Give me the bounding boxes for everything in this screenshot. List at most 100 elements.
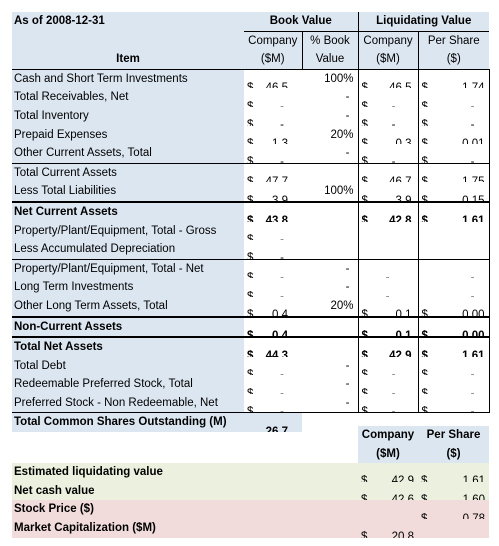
pct-book-value: -	[345, 378, 350, 391]
header-row-1: As of 2008-12-31 Book Value Liquidating …	[12, 12, 490, 32]
lv-per-share-value: 0.01	[462, 137, 485, 145]
row-item-label: Total Common Shares Outstanding (M)	[12, 412, 244, 433]
lv-company-value: 42.9	[389, 350, 412, 357]
bv-value: 3.9	[272, 194, 288, 202]
header-row-3: Item ($M) Value ($M) ($)	[12, 50, 490, 70]
pct-book-value	[302, 200, 358, 222]
net-cash-value-row: Net cash value $42.6 $1.60	[12, 481, 489, 501]
book-value-header: Book Value	[244, 12, 358, 32]
lv-unit-header: ($M)	[357, 50, 418, 70]
summary-usd-header: ($)	[418, 444, 489, 464]
pct-book-value	[302, 315, 358, 338]
market-cap-row: Market Capitalization ($M) $20.8	[12, 518, 489, 538]
pct-book-value	[302, 222, 358, 241]
lv-per-share-value: -	[470, 119, 475, 126]
table-row: Less Total Liabilities $3.9 100% $3.9 $0.15	[12, 182, 490, 202]
lv-company-value: 46.5	[389, 82, 412, 89]
lv-per-share-value: 1.61	[462, 215, 485, 222]
pct-book-value	[302, 162, 358, 183]
lv-company-header: Company	[357, 30, 418, 51]
bv-value: -	[280, 252, 284, 260]
lv-per-share-value: 1.74	[462, 82, 485, 89]
lv-per-share-value: -	[470, 100, 475, 107]
bv-value: 44.3	[265, 350, 288, 357]
bv-value: 26.7	[265, 425, 288, 433]
bv-pct-header: % Book	[301, 30, 358, 51]
table-row: Total Common Shares Outstanding (M) 26.7	[12, 412, 489, 433]
row-item-label: Total Debt	[12, 356, 244, 376]
stock-price-row: Stock Price ($) $0.78	[12, 500, 489, 519]
table-row: Other Current Assets, Total $ - - $ - $ -	[12, 144, 490, 164]
pct-book-value	[302, 336, 358, 357]
row-item-label: Total Net Assets	[12, 336, 244, 357]
lv-company-value: 0.1	[395, 309, 412, 317]
lv-company-value: -	[385, 272, 390, 279]
lv-company-value: -	[391, 100, 396, 107]
lv-per-share-value: 1.61	[462, 350, 485, 357]
row-item-label: Total Current Assets	[12, 162, 244, 183]
bv-value: 1.3	[272, 137, 288, 145]
valuation-table: As of 2008-12-31 Book Value Liquidating …	[12, 12, 490, 433]
row-item-label: Net Current Assets	[12, 200, 244, 222]
lv-per-share-value: -	[470, 272, 475, 279]
bv-value: 0.4	[272, 309, 288, 317]
bv-value: -	[280, 406, 284, 413]
lv-company-value: -	[391, 387, 396, 394]
pct-book-value: 20%	[330, 128, 354, 141]
as-of-date: As of 2008-12-31	[12, 12, 244, 32]
lv-company-value: 0.3	[395, 137, 412, 145]
lv-company-value: 0.1	[395, 329, 412, 338]
row-item-label: Cash and Short Term Investments	[12, 68, 244, 89]
stock-price-label: Stock Price ($)	[14, 503, 94, 516]
lv-company-value: -	[391, 119, 396, 126]
bv-value: 43.8	[265, 215, 288, 222]
table-row: Total Receivables, Net $ - - $ - $ -	[12, 88, 490, 107]
pct-book-value	[302, 240, 358, 259]
table-body: Cash and Short Term Investments $46.5 100%…	[12, 68, 490, 433]
est-liq-per-share: 1.61	[462, 475, 485, 482]
row-item-label: Prepaid Expenses	[12, 125, 244, 145]
bv-value: 0.4	[272, 329, 288, 338]
item-header: Item	[12, 50, 244, 70]
table-row: Other Long Term Assets, Total $0.4 20% $0.1…	[12, 296, 490, 317]
row-item-label: Preferred Stock - Non Redeemable, Net	[12, 393, 244, 414]
table-row: Prepaid Expenses $1.3 20% $0.3 $0.01	[12, 125, 490, 145]
est-liq-company: 42.9	[391, 475, 414, 482]
est-liq-label: Estimated liquidating value	[14, 466, 163, 479]
pct-book-value: 100%	[302, 68, 358, 89]
ps-unit-header: ($)	[417, 50, 490, 70]
bv-value: -	[280, 272, 284, 279]
net-cash-label: Net cash value	[14, 484, 95, 497]
table-row: Net Current Assets $43.8 $42.8 $1.61	[12, 200, 490, 222]
pct-book-value: -	[345, 359, 350, 372]
header-row-2: Company % Book Company Per Share	[12, 30, 490, 51]
lv-company-value: 3.9	[395, 194, 412, 202]
bv-value: -	[280, 290, 284, 297]
estimated-liquidating-value-row: Estimated liquidating value $42.9 $1.61	[12, 463, 489, 482]
bv-value-header: Value	[301, 50, 358, 70]
pct-book-value: -	[345, 109, 350, 122]
bv-value: 47.7	[265, 176, 288, 183]
summary-table: Company Per Share ($M) ($) Estimated liq…	[12, 426, 489, 538]
pct-book-value: -	[302, 393, 358, 414]
lv-per-share-value: -	[470, 387, 475, 394]
lv-company-value: -	[391, 156, 396, 164]
row-item-label: Other Long Term Assets, Total	[12, 296, 244, 317]
summary-unit-header: ($M)	[358, 444, 418, 464]
table-row: Non-Current Assets $0.4 $0.1 $0.00	[12, 315, 490, 338]
stock-price-value: 0.78	[462, 512, 485, 519]
pct-book-value: -	[345, 91, 350, 104]
bv-value: -	[280, 100, 284, 107]
lv-company-value: -	[391, 368, 396, 376]
lv-per-share-value: -	[470, 290, 475, 297]
lv-per-share-header: Per Share	[417, 30, 490, 51]
row-item-label: Long Term Investments	[12, 278, 244, 297]
lv-per-share-value: 1.75	[462, 176, 485, 183]
table-row: Long Term Investments $ - - - -	[12, 278, 490, 297]
lv-company-value: -	[385, 290, 390, 297]
row-item-label: Total Inventory	[12, 106, 244, 126]
market-cap-label: Market Capitalization ($M)	[14, 521, 156, 534]
bv-value: -	[280, 119, 284, 126]
table-row: Property/Plant/Equipment, Total - Net $ - -…	[12, 258, 490, 279]
liquidating-value-header: Liquidating Value	[357, 12, 490, 32]
